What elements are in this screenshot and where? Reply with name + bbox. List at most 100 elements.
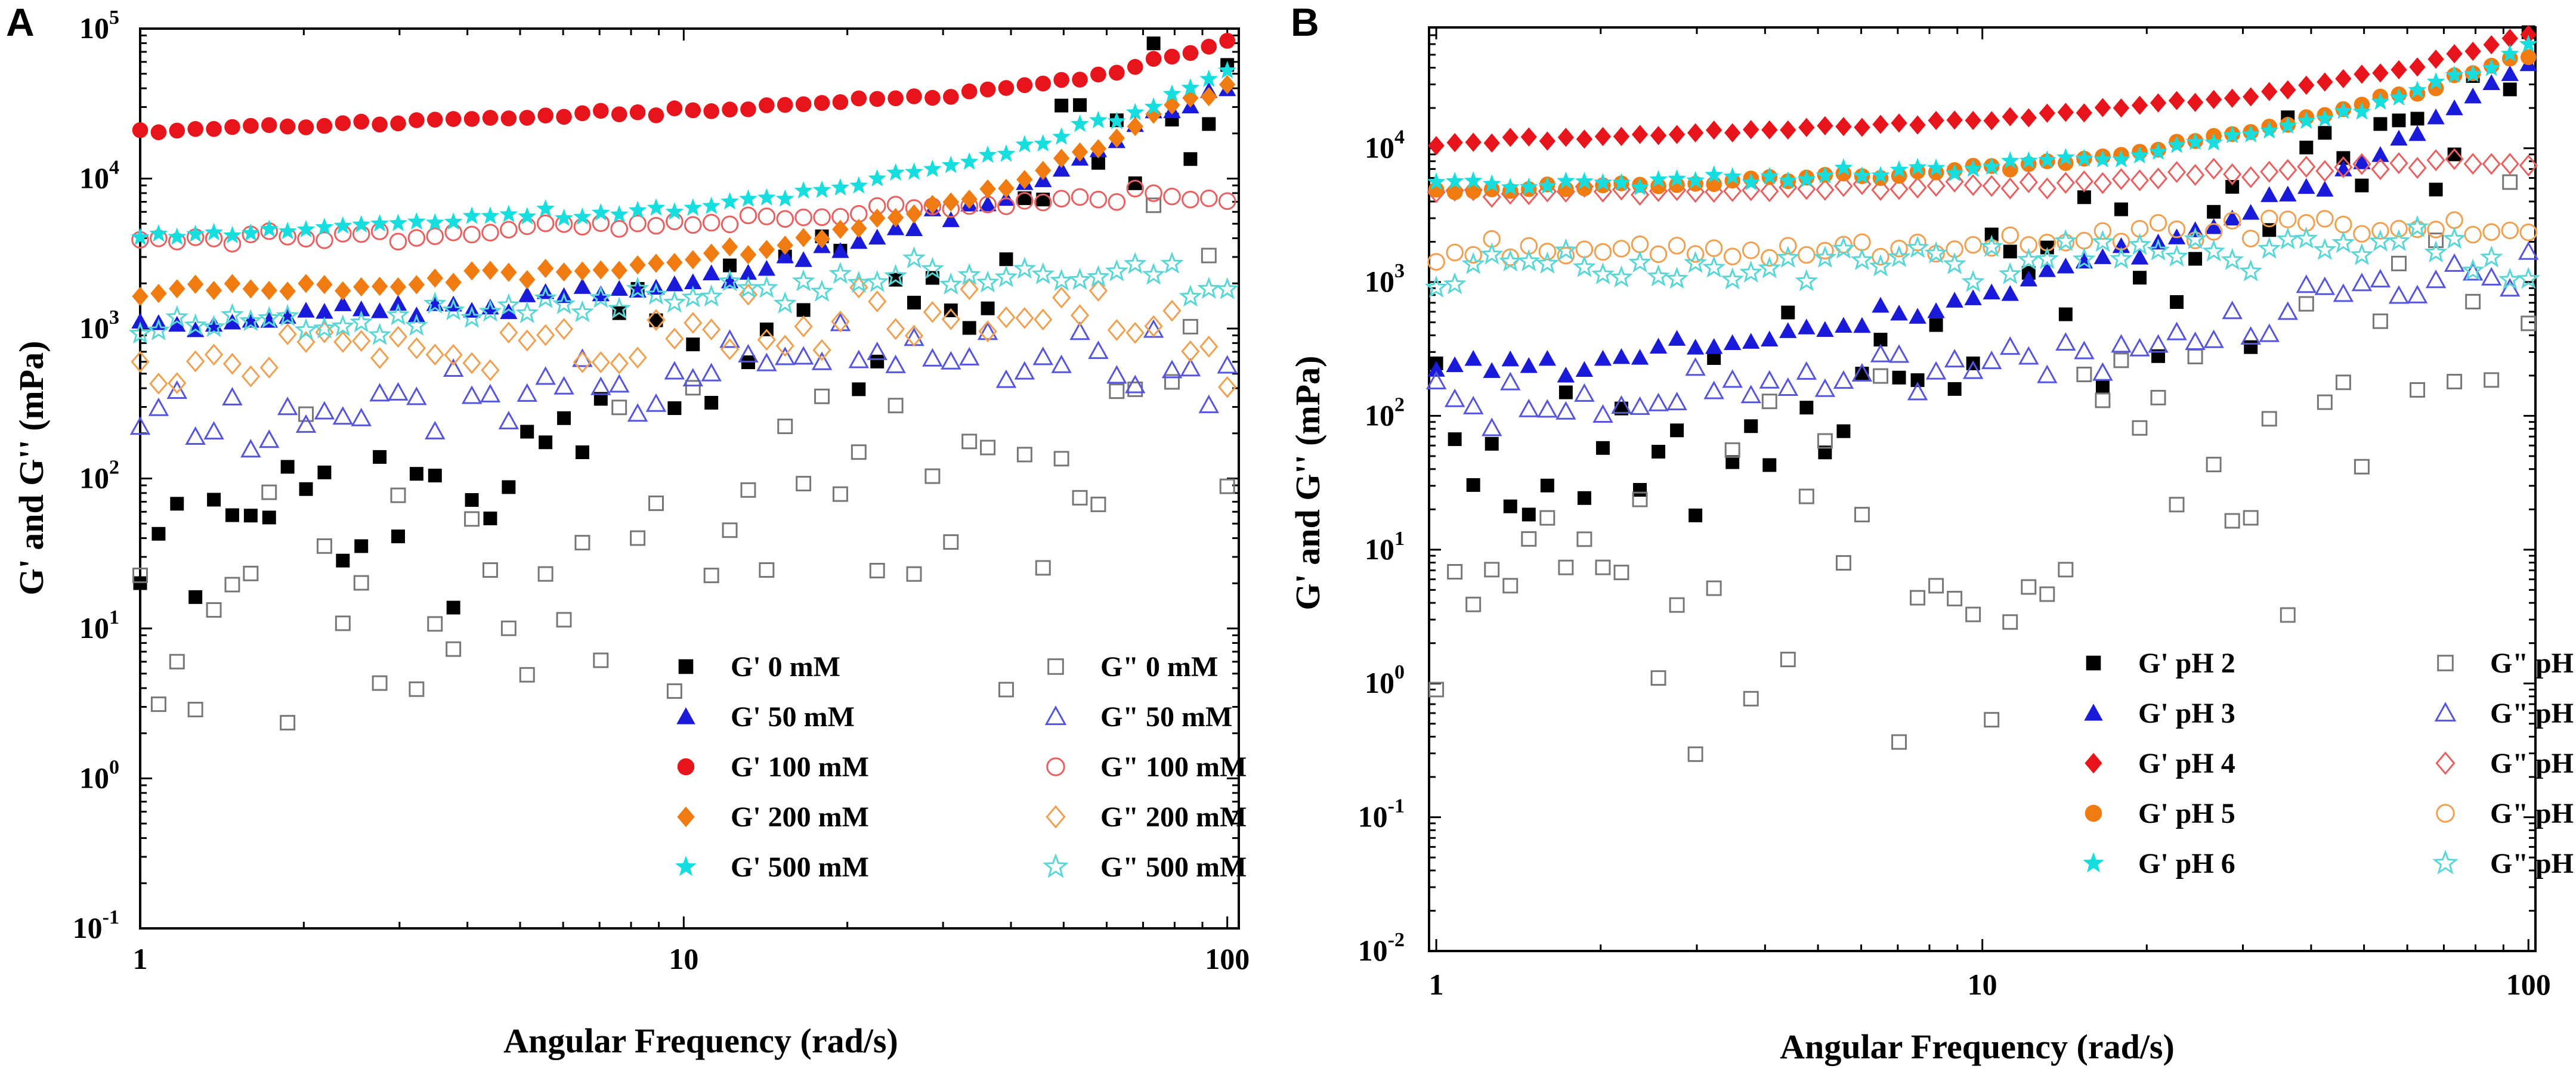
panel-a-legend-marker xyxy=(676,707,695,724)
panel-a-data-point xyxy=(722,101,738,118)
panel-b-data-point xyxy=(1689,508,1703,522)
panel-a-data-point xyxy=(427,616,443,632)
panel-b-data-point xyxy=(1668,125,1686,144)
panel-b-data-point xyxy=(1797,169,1816,188)
panel-a-data-point xyxy=(128,321,152,344)
panel-a-data-point xyxy=(886,163,905,181)
panel-b-data-point xyxy=(2351,272,2373,292)
panel-b-data-point xyxy=(2259,323,2280,342)
panel-b-data-point xyxy=(1798,117,1815,137)
panel-b-data-point xyxy=(2058,562,2074,578)
panel-b-data-point xyxy=(1924,241,1948,264)
panel-b-data-point xyxy=(2500,44,2519,62)
panel-a-legend-label: G" 500 mM xyxy=(1100,851,1247,883)
panel-b-data-point xyxy=(1762,458,1777,472)
panel-a-data-point xyxy=(961,433,978,450)
panel-b-data-point xyxy=(1964,289,1982,305)
panel-b-data-point xyxy=(1926,175,1946,197)
panel-b-data-point xyxy=(1742,179,1761,202)
panel-a-data-point xyxy=(684,312,703,334)
panel-b-data-point xyxy=(1669,597,1685,613)
panel-b-data-point xyxy=(1630,184,1650,206)
panel-b-data-point xyxy=(2184,227,2207,249)
panel-a-data-point xyxy=(851,90,867,107)
panel-a-data-point xyxy=(1053,72,1069,88)
panel-a-data-point xyxy=(1201,247,1217,264)
panel-a-label: A xyxy=(6,0,35,44)
panel-b-data-point xyxy=(2352,102,2371,120)
panel-b-data-point xyxy=(2424,240,2448,263)
panel-a-data-point xyxy=(997,197,1015,215)
panel-a-data-point xyxy=(390,487,406,503)
panel-b-data-point xyxy=(2279,185,2297,202)
panel-a-data-point xyxy=(723,258,737,272)
panel-b-data-point xyxy=(1428,136,1445,156)
panel-a-data-point xyxy=(1090,496,1106,512)
panel-a-data-point xyxy=(828,262,852,284)
panel-a-data-point xyxy=(794,315,813,337)
panel-a-data-point xyxy=(719,329,740,348)
panel-b-data-point xyxy=(2019,151,2038,169)
panel-b-data-point xyxy=(1558,385,1573,399)
panel-b-data-point xyxy=(2296,274,2317,293)
panel-a-data-point xyxy=(518,329,537,352)
panel-a-data-point xyxy=(1160,251,1184,274)
panel-b-data-point xyxy=(1707,351,1721,366)
panel-a-data-point xyxy=(777,97,793,113)
panel-b-data-point xyxy=(1892,370,1906,385)
panel-a-data-point xyxy=(628,200,647,219)
panel-b-legend-label: G" pH 3 xyxy=(2490,698,2576,729)
panel-b-legend-item: G" pH 4 xyxy=(2435,748,2576,779)
panel-a-data-point xyxy=(223,314,242,330)
panel-a-data-point xyxy=(1144,97,1163,115)
panel-b-data-point xyxy=(2405,215,2429,237)
panel-a-data-point xyxy=(1216,277,1239,299)
panel-b-data-point xyxy=(1983,238,2000,257)
panel-a-data-point xyxy=(1052,286,1071,309)
panel-a-y-axis-title: G' and G'' (mPa) xyxy=(12,341,51,596)
panel-a-data-point xyxy=(1088,340,1109,360)
panel-b-data-point xyxy=(1742,172,1761,191)
panel-a-data-point xyxy=(353,575,369,591)
panel-b-data-point xyxy=(2058,307,2073,321)
panel-a-data-point xyxy=(907,296,921,310)
panel-b-data-point xyxy=(2520,49,2537,66)
panel-a-data-point xyxy=(444,212,463,230)
panel-b-y-tick-exponent: -1 xyxy=(1388,795,1405,817)
panel-a-data-point xyxy=(240,439,261,458)
panel-b-data-point xyxy=(1483,133,1500,153)
panel-a-data-point xyxy=(1071,142,1088,162)
panel-a-data-point xyxy=(259,219,279,237)
panel-a-data-point xyxy=(811,351,833,370)
panel-b-data-point xyxy=(2151,349,2166,363)
panel-a-data-point xyxy=(386,303,410,326)
panel-a-data-point xyxy=(481,224,499,241)
panel-a-data-point xyxy=(426,268,443,288)
panel-b-data-point xyxy=(1556,401,1576,420)
panel-b-data-point xyxy=(1910,590,1926,606)
panel-b-data-point xyxy=(1743,690,1759,707)
panel-a-data-point xyxy=(515,301,539,324)
panel-a-data-point xyxy=(685,102,701,119)
panel-a-series-5 xyxy=(132,33,1235,141)
panel-a-data-point xyxy=(962,321,976,335)
panel-a-data-point xyxy=(259,357,279,379)
panel-b-data-point xyxy=(1928,578,1944,594)
panel-b-data-point xyxy=(2297,156,2316,178)
panel-b-data-point xyxy=(1888,344,1910,363)
panel-b-data-point xyxy=(1464,349,1482,366)
panel-b-data-point xyxy=(1869,254,1892,277)
panel-a-y-tick-exponent: 0 xyxy=(109,757,119,779)
panel-a-data-point xyxy=(1145,51,1162,67)
panel-a-data-point xyxy=(884,264,908,286)
panel-b-data-point xyxy=(1427,253,1445,271)
panel-a-data-point xyxy=(850,233,868,249)
panel-b-data-point xyxy=(2482,223,2500,241)
panel-a-data-point xyxy=(1107,319,1126,341)
panel-a-data-point xyxy=(463,261,480,281)
panel-a-data-point xyxy=(463,225,481,244)
panel-b-data-point xyxy=(2317,394,2333,410)
panel-b-data-point xyxy=(2350,243,2374,265)
panel-a-data-point xyxy=(644,282,668,305)
panel-a-data-point xyxy=(831,178,850,196)
